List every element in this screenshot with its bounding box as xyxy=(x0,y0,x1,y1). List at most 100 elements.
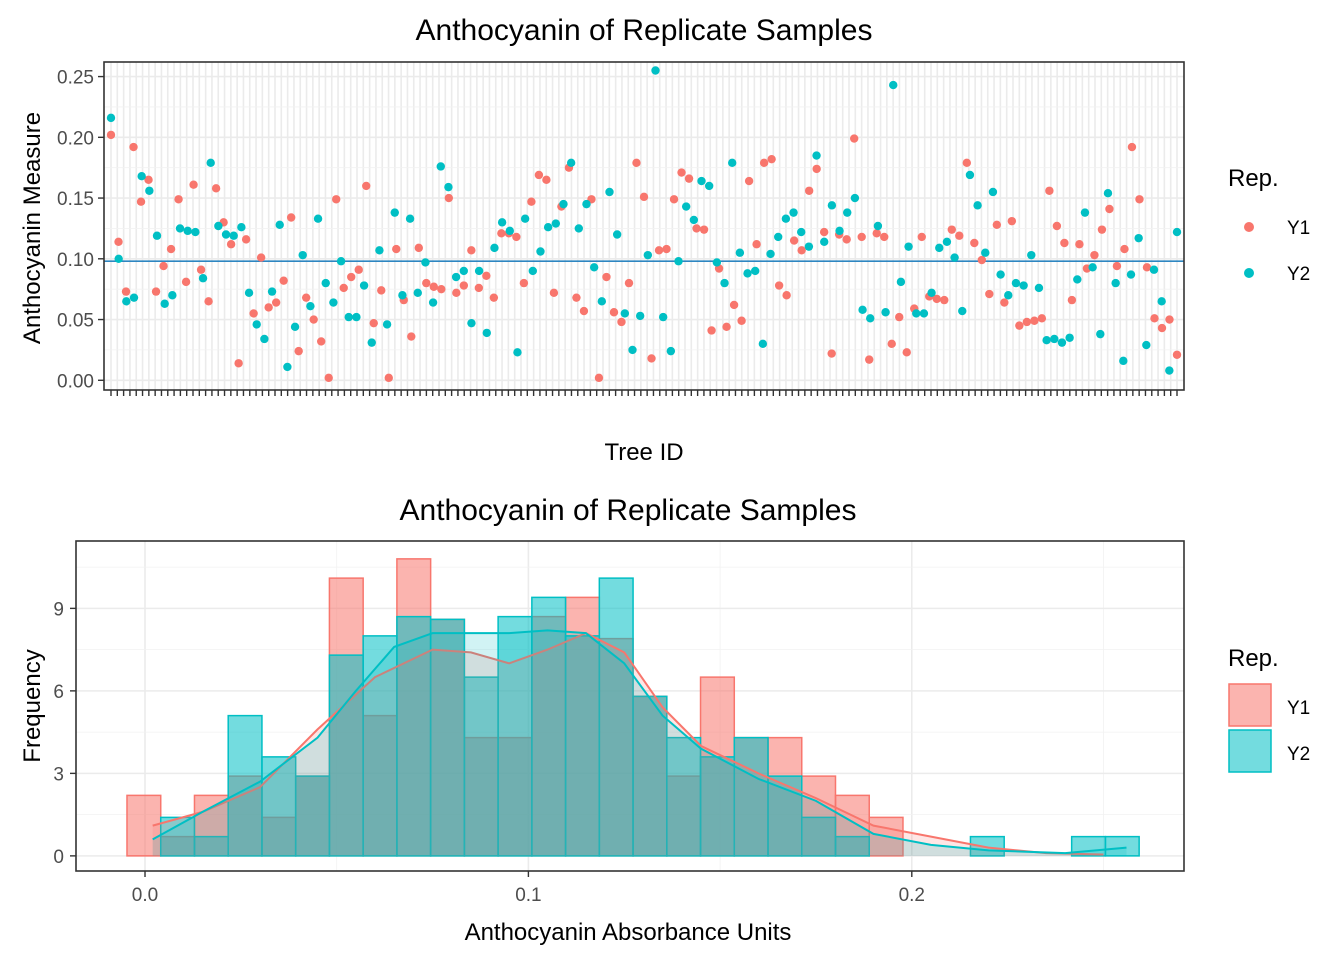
scatter-point-y1 xyxy=(316,337,326,346)
scatter-point-y1 xyxy=(782,291,791,300)
scatter-point-y1 xyxy=(1000,298,1009,307)
scatter-point-y2 xyxy=(751,266,760,276)
scatter-point-y1 xyxy=(271,298,281,307)
scatter-point-y2 xyxy=(704,181,714,191)
scatter-point-y1 xyxy=(347,272,356,282)
scatter-point-y1 xyxy=(647,354,656,363)
scatter-point-y2 xyxy=(1042,335,1051,345)
scatter-point-y1 xyxy=(880,232,889,242)
scatter-point-y2 xyxy=(160,299,169,308)
scatter-point-y2 xyxy=(252,320,261,329)
scatter-point-y1 xyxy=(211,184,221,193)
scatter-point-y2 xyxy=(635,311,645,321)
scatter-point-y1 xyxy=(572,293,581,302)
scatter-point-y2 xyxy=(275,220,284,229)
scatter-point-y1 xyxy=(955,231,964,240)
scatter-point-y1 xyxy=(1135,195,1144,204)
scatter-point-y2 xyxy=(735,248,745,257)
scatter-point-y2 xyxy=(697,176,706,186)
scatter-point-y2 xyxy=(428,298,438,307)
scatter-point-y2 xyxy=(1119,356,1128,366)
scatter-point-y1 xyxy=(759,158,769,168)
scatter-point-y2 xyxy=(674,257,683,266)
scatter-point-y1 xyxy=(136,197,146,206)
scatter-point-y2 xyxy=(405,214,415,223)
scatter-point-y1 xyxy=(789,236,799,245)
legend-marker-y1 xyxy=(1244,222,1254,232)
histogram-density-curves xyxy=(152,629,1127,856)
density-line-y2 xyxy=(152,629,1127,855)
scatter-point-y2 xyxy=(774,232,783,242)
scatter-point-y1 xyxy=(369,318,378,328)
scatter-point-y2 xyxy=(390,208,399,217)
scatter-point-y1 xyxy=(849,134,859,143)
scatter-point-y2 xyxy=(720,278,729,288)
scatter-legend-label-y2: Y2 xyxy=(1287,264,1310,285)
scatter-point-y2 xyxy=(344,312,353,322)
histogram-bar-y2 xyxy=(801,816,837,857)
scatter-point-y1 xyxy=(992,220,1002,229)
histogram-bar-y2 xyxy=(261,756,297,857)
scatter-point-y2 xyxy=(267,287,277,296)
scatter-point-y1 xyxy=(181,277,191,287)
scatter-point-y2 xyxy=(290,322,300,332)
scatter-point-y2 xyxy=(574,224,584,233)
histogram-bar-y2 xyxy=(699,756,736,857)
scatter-point-y1 xyxy=(812,164,821,174)
scatter-point-y2 xyxy=(881,308,890,317)
scatter-chart: Anthocyanin of Replicate Samples 0.000.0… xyxy=(19,14,1310,466)
scatter-point-y2 xyxy=(1142,340,1151,350)
histogram-bar-y2 xyxy=(159,816,196,857)
histogram-xtick-label: 0.0 xyxy=(132,885,158,906)
scatter-point-y1 xyxy=(684,174,694,183)
scatter-point-y2 xyxy=(137,171,146,181)
scatter-point-y2 xyxy=(1103,189,1113,198)
scatter-point-y1 xyxy=(895,312,904,322)
scatter-point-y2 xyxy=(229,231,238,240)
scatter-point-y2 xyxy=(712,258,722,267)
scatter-point-y2 xyxy=(843,208,852,217)
scatter-point-y2 xyxy=(1172,227,1182,237)
scatter-point-y2 xyxy=(382,320,392,329)
scatter-point-y2 xyxy=(758,339,768,349)
histogram-chart: Anthocyanin of Replicate Samples 0 3 6 9 0.… xyxy=(19,494,1310,946)
scatter-point-y2 xyxy=(1034,283,1044,293)
legend-marker-y2 xyxy=(1244,268,1254,278)
scatter-point-y1 xyxy=(804,186,814,195)
scatter-title: Anthocyanin of Replicate Samples xyxy=(416,14,873,47)
scatter-point-y1 xyxy=(196,265,206,274)
scatter-point-y2 xyxy=(114,254,123,263)
scatter-point-y1 xyxy=(1045,186,1054,195)
histogram-x-axis-title: Anthocyanin Absorbance Units xyxy=(465,919,792,946)
scatter-point-y1 xyxy=(309,315,318,324)
scatter-point-y1 xyxy=(542,175,551,185)
scatter-point-y1 xyxy=(129,142,138,152)
scatter-point-y2 xyxy=(482,328,491,338)
scatter-point-y1 xyxy=(489,293,499,302)
scatter-point-y2 xyxy=(804,242,814,251)
scatter-point-y2 xyxy=(797,227,806,237)
scatter-point-y2 xyxy=(436,162,445,171)
histogram-title: Anthocyanin of Replicate Samples xyxy=(400,494,857,527)
scatter-point-y1 xyxy=(707,326,716,335)
legend-key-y1 xyxy=(1228,683,1272,727)
histogram-y-axis-title: Frequency xyxy=(19,649,46,762)
scatter-point-y2 xyxy=(912,309,921,318)
scatter-point-y2 xyxy=(896,277,906,287)
scatter-point-y1 xyxy=(1142,263,1152,272)
histogram-xtick-label: 0.1 xyxy=(515,885,541,906)
histogram-bar-y2 xyxy=(429,618,466,857)
scatter-point-y2 xyxy=(183,226,192,236)
scatter-point-y2 xyxy=(536,247,545,256)
scatter-point-y1 xyxy=(692,224,701,233)
scatter-point-y2 xyxy=(283,362,292,372)
scatter-point-y1 xyxy=(1052,221,1062,231)
scatter-point-y1 xyxy=(301,293,311,302)
scatter-point-y2 xyxy=(191,227,200,237)
scatter-point-y2 xyxy=(981,248,990,257)
scatter-point-y2 xyxy=(965,170,975,180)
scatter-point-y2 xyxy=(520,214,530,223)
scatter-point-y2 xyxy=(559,199,568,209)
histogram-bar-y2 xyxy=(362,635,398,857)
scatter-point-y1 xyxy=(512,232,521,242)
